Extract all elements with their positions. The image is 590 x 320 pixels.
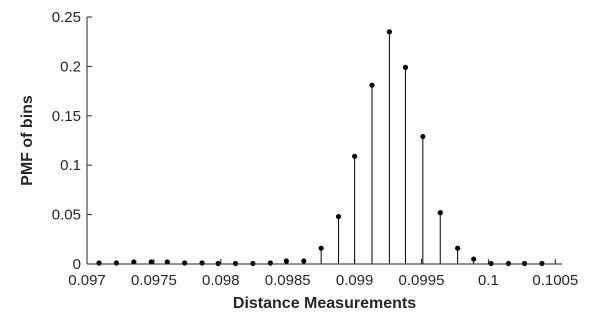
stem-marker — [113, 260, 120, 266]
stem-marker — [283, 258, 289, 264]
stem-marker — [369, 82, 375, 88]
x-tick-label: 0.0975 — [131, 272, 177, 289]
stem-marker — [437, 210, 443, 216]
stem-marker — [420, 133, 426, 140]
y-axis-ticks: 0 0.05 0.1 0.15 0.2 0.25 — [52, 9, 92, 273]
x-axis-ticks: 0.097 0.0975 0.098 0.0985 0.099 0.0995 0.1 0.10… — [68, 259, 578, 289]
stem-marker — [164, 259, 170, 265]
stem-marker — [267, 260, 273, 266]
stem-marker — [96, 260, 102, 266]
stem-marker — [471, 256, 477, 262]
stem-marker — [455, 245, 461, 251]
stem-marker — [131, 259, 137, 265]
stem-marker — [335, 213, 342, 220]
x-tick-label: 0.0985 — [265, 272, 311, 289]
stem-series — [96, 29, 545, 267]
x-tick-label: 0.098 — [202, 272, 240, 289]
y-axis-label: PMF of bins — [19, 95, 36, 186]
x-tick-label: 0.1 — [478, 272, 499, 289]
stem-marker — [402, 64, 409, 70]
y-tick-label: 0 — [73, 256, 81, 273]
stem-marker — [182, 260, 188, 266]
stem-marker — [301, 258, 307, 264]
x-tick-label: 0.1005 — [532, 272, 578, 289]
stem-marker — [318, 245, 324, 251]
stem-marker — [352, 153, 358, 159]
stem-marker — [199, 260, 205, 266]
x-tick-label: 0.099 — [336, 272, 374, 289]
y-tick-label: 0.05 — [52, 207, 81, 224]
y-tick-label: 0.1 — [60, 157, 81, 174]
stem-marker — [148, 259, 154, 265]
x-tick-label: 0.097 — [68, 272, 106, 289]
y-tick-label: 0.2 — [60, 58, 81, 75]
y-tick-label: 0.25 — [52, 9, 81, 26]
y-tick-label: 0.15 — [52, 108, 81, 125]
x-axis-label: Distance Measurements — [233, 295, 416, 312]
x-tick-label: 0.0995 — [399, 272, 445, 289]
stem-marker — [386, 29, 392, 35]
